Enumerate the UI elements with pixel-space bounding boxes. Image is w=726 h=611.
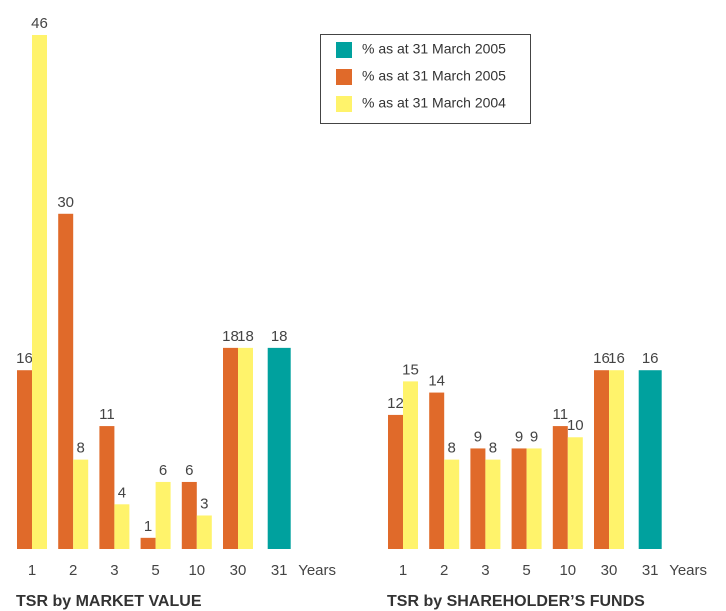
bar: [444, 459, 460, 549]
value-label: 14: [428, 373, 445, 390]
bar: [73, 459, 89, 549]
bar: [32, 35, 47, 549]
value-label: 16: [593, 350, 610, 367]
value-label: 9: [515, 428, 523, 445]
bar: [594, 370, 609, 549]
bar: [99, 426, 115, 549]
value-label: 4: [118, 484, 126, 501]
value-label: 16: [642, 350, 659, 367]
value-label: 30: [57, 194, 74, 211]
bar: [223, 347, 238, 549]
bar: [609, 370, 624, 549]
bar: [58, 213, 74, 550]
bar: [429, 392, 445, 549]
bar: [638, 370, 662, 549]
x-tick-label: 31: [642, 562, 659, 579]
legend-swatch: [336, 42, 352, 58]
value-label: 9: [530, 428, 538, 445]
bar: [181, 481, 197, 549]
x-tick-label: 10: [188, 562, 205, 579]
value-label: 9: [474, 428, 482, 445]
chart-title: TSR by MARKET VALUE: [16, 593, 202, 610]
legend-label: % as at 31 March 2005: [362, 68, 506, 84]
x-axis-label: Years: [669, 562, 707, 579]
value-label: 8: [77, 440, 85, 457]
value-label: 10: [567, 417, 584, 434]
bar: [238, 347, 253, 549]
value-label: 6: [185, 462, 193, 479]
bar: [567, 437, 583, 549]
value-label: 12: [387, 395, 404, 412]
value-label: 15: [402, 361, 419, 378]
bar: [196, 515, 212, 549]
x-tick-label: 3: [481, 562, 489, 579]
x-tick-label: 10: [559, 562, 576, 579]
bar: [511, 448, 527, 549]
bar: [470, 448, 486, 549]
legend-box: [320, 34, 531, 124]
bar: [17, 370, 32, 549]
legend-swatch: [336, 96, 352, 112]
x-axis-label: Years: [298, 562, 336, 579]
value-label: 1: [144, 518, 152, 535]
legend-label: % as at 31 March 2005: [362, 41, 506, 57]
x-tick-label: 3: [110, 562, 118, 579]
value-label: 18: [222, 328, 239, 345]
value-label: 16: [608, 350, 625, 367]
x-tick-label: 31: [271, 562, 288, 579]
value-label: 11: [99, 406, 115, 423]
value-label: 3: [200, 495, 208, 512]
chart-title: TSR by SHAREHOLDER’S FUNDS: [387, 593, 645, 610]
value-label: 18: [271, 328, 288, 345]
bar: [485, 459, 501, 549]
legend-swatch: [336, 69, 352, 85]
value-label: 16: [16, 350, 33, 367]
value-label: 8: [489, 440, 497, 457]
x-tick-label: 5: [522, 562, 530, 579]
x-tick-label: 2: [440, 562, 448, 579]
x-tick-label: 1: [399, 562, 407, 579]
bar: [155, 481, 171, 549]
x-tick-label: 1: [28, 562, 36, 579]
value-label: 18: [237, 328, 254, 345]
x-tick-label: 30: [601, 562, 618, 579]
value-label: 8: [448, 440, 456, 457]
x-tick-label: 5: [151, 562, 159, 579]
bar: [140, 537, 156, 549]
bar: [267, 347, 291, 549]
legend-label: % as at 31 March 2004: [362, 95, 506, 111]
value-label: 46: [31, 15, 48, 32]
x-tick-label: 2: [69, 562, 77, 579]
bar: [552, 426, 568, 549]
value-label: 11: [553, 406, 569, 423]
x-tick-label: 30: [230, 562, 247, 579]
bar: [388, 414, 403, 549]
value-label: 6: [159, 462, 167, 479]
bar: [526, 448, 542, 549]
bar: [114, 504, 130, 549]
bar: [403, 381, 418, 549]
